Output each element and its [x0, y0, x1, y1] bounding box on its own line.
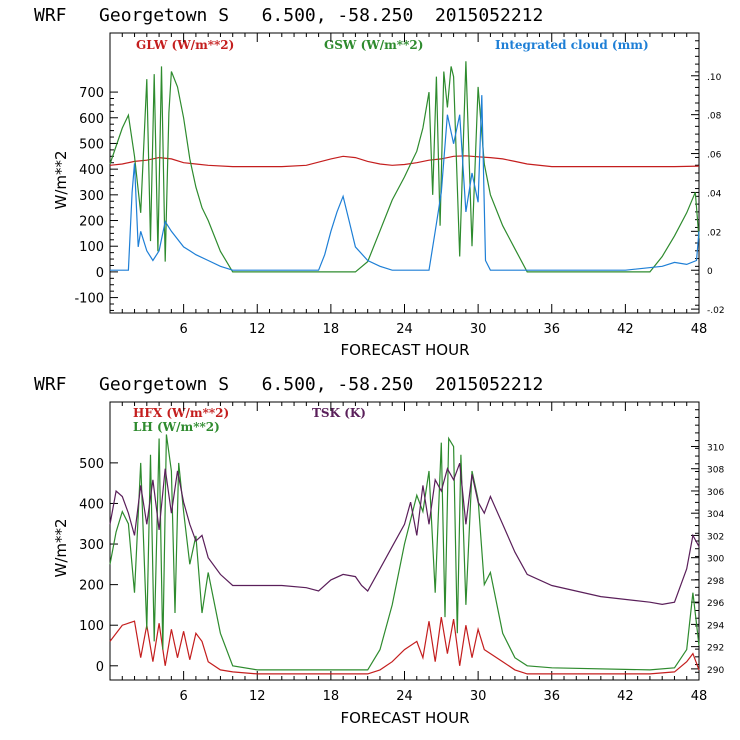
y-tick-label: 0: [96, 660, 104, 675]
legend-glw: GLW (W/m**2): [136, 38, 234, 52]
x-tick-label: 6: [179, 689, 187, 704]
panel-1-x-ticks: 6 12 18 24 30 36 42 48: [121, 33, 708, 337]
y2-tick-label: -.02: [707, 306, 725, 316]
y-tick-label: 600: [79, 112, 104, 127]
y-tick-label: 100: [79, 240, 104, 255]
panel-1-plot-frame: [109, 32, 700, 314]
y2-tick-label: 294: [707, 621, 724, 631]
y-tick-label: 400: [79, 497, 104, 512]
panel-1-series: [109, 61, 700, 273]
y-tick-label: 700: [79, 86, 104, 101]
y2-tick-label: 308: [707, 466, 724, 476]
y2-tick-label: 296: [707, 599, 724, 609]
y-tick-label: 0: [96, 266, 104, 281]
panel-2-title: WRF Georgetown S 6.500, -58.250 20150522…: [34, 374, 543, 395]
y-tick-label: 500: [79, 137, 104, 152]
y2-tick-label: 304: [707, 510, 724, 520]
y2-tick-label: 298: [707, 577, 724, 587]
series-line-hfx: [109, 617, 700, 675]
y-tick-label: 300: [79, 538, 104, 553]
x-tick-label: 12: [249, 689, 266, 704]
x-tick-label: 48: [691, 322, 708, 337]
y2-tick-label: 290: [707, 666, 724, 676]
y2-tick-label: .04: [707, 189, 722, 199]
y2-tick-label: .10: [707, 73, 722, 83]
x-tick-label: 36: [543, 322, 560, 337]
x-tick-label: 30: [470, 322, 487, 337]
y2-tick-label: .06: [707, 151, 722, 161]
series-line-integrated: [110, 95, 700, 271]
panel-2: WRF Georgetown S 6.500, -58.250 20150522…: [34, 374, 724, 727]
x-tick-label: 24: [396, 689, 413, 704]
x-tick-label: 18: [323, 689, 340, 704]
panel-2-y2-ticks: 310 308 306 304 302 300 298 296 294 292 290: [691, 409, 724, 681]
y-tick-label: 200: [79, 579, 104, 594]
panel-1-y-ticks: 700 600 500 400 300 200 100 0 -100: [74, 86, 118, 311]
series-line-glw: [109, 155, 700, 168]
x-tick-label: 6: [179, 322, 187, 337]
panel-1-y2-ticks: .10 .08 .06 .04 .02 0 -.02: [691, 40, 725, 316]
y2-tick-label: 306: [707, 488, 724, 498]
y-tick-label: 300: [79, 189, 104, 204]
y-tick-label: 500: [79, 457, 104, 472]
y2-tick-label: 292: [707, 644, 724, 654]
panel-1-y-label: W/m**2: [52, 150, 70, 209]
x-tick-label: 30: [470, 689, 487, 704]
panel-2-x-label: FORECAST HOUR: [340, 709, 469, 727]
y2-tick-label: 310: [707, 443, 724, 453]
panel-2-y-ticks: 500 400 300 200 100 0: [79, 457, 118, 675]
y2-tick-label: 302: [707, 532, 724, 542]
panel-2-y-label: W/m**2: [52, 518, 70, 577]
y-tick-label: 200: [79, 215, 104, 230]
panel-1-x-label: FORECAST HOUR: [340, 341, 469, 359]
x-tick-label: 42: [617, 322, 634, 337]
y-tick-label: 100: [79, 619, 104, 634]
series-line-tsk: [109, 462, 700, 606]
series-line-lh: [109, 434, 700, 671]
legend-tsk: TSK (K): [312, 406, 366, 420]
y2-tick-label: .08: [707, 112, 722, 122]
y-tick-label: -100: [74, 292, 104, 307]
x-tick-label: 18: [323, 322, 340, 337]
x-tick-label: 12: [249, 322, 266, 337]
legend-hfx: HFX (W/m**2): [133, 406, 229, 420]
panel-1: WRF Georgetown S 6.500, -58.250 20150522…: [34, 5, 725, 359]
panel-2-plot-frame: [109, 401, 700, 681]
y-tick-label: 400: [79, 163, 104, 178]
legend-cloud: Integrated cloud (mm): [495, 38, 649, 52]
x-tick-label: 48: [691, 689, 708, 704]
series-line-gsw: [109, 61, 700, 273]
panel-2-series: [109, 434, 700, 675]
y2-tick-label: 0: [707, 267, 713, 277]
legend-lh: LH (W/m**2): [133, 420, 220, 434]
panel-1-title: WRF Georgetown S 6.500, -58.250 20150522…: [34, 5, 543, 26]
panel-2-x-ticks: 6 12 18 24 30 36 42 48: [121, 402, 708, 704]
y2-tick-label: .02: [707, 228, 721, 238]
x-tick-label: 36: [543, 689, 560, 704]
y2-tick-label: 300: [707, 555, 724, 565]
legend-gsw: GSW (W/m**2): [324, 38, 423, 52]
x-tick-label: 24: [396, 322, 413, 337]
x-tick-label: 42: [617, 689, 634, 704]
